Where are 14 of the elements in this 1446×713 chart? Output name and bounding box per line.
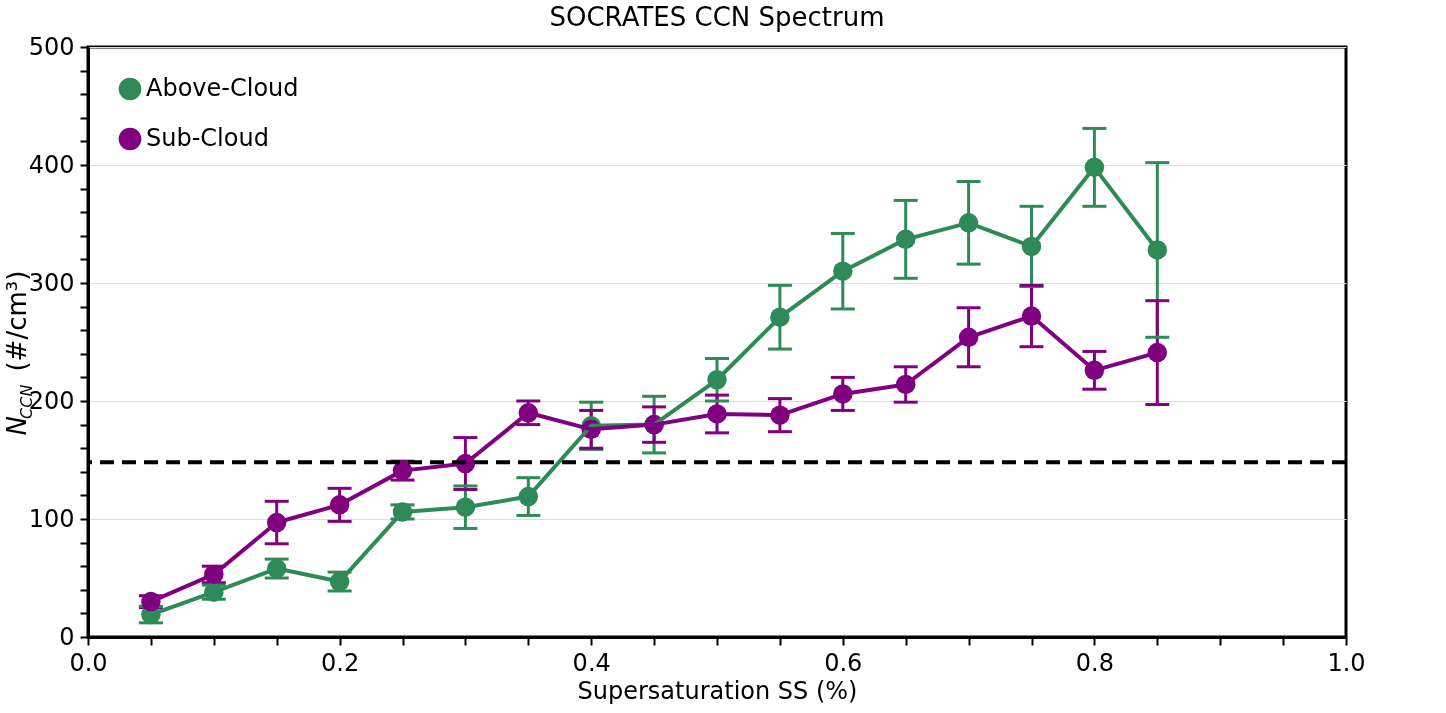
y-tick-label: 100 [28,504,75,533]
x-tick-label: 0.4 [572,648,611,677]
y-tick-label: 0 [59,622,75,651]
x-tick-label: 0.6 [824,648,863,677]
x-tick-label: 1.0 [1327,648,1366,677]
x-axis-title: Supersaturation SS (%) [577,676,858,705]
y-tick-label: 500 [28,32,75,61]
y-tick-label: 400 [28,150,75,179]
x-tick-label: 0.2 [321,648,360,677]
chart-title: SOCRATES CCN Spectrum [549,2,885,32]
x-tick-label: 0.8 [1075,648,1114,677]
x-tick-label: 0.0 [69,648,108,677]
legend-label: Above-Cloud [146,74,299,102]
legend-label: Sub-Cloud [146,124,269,152]
